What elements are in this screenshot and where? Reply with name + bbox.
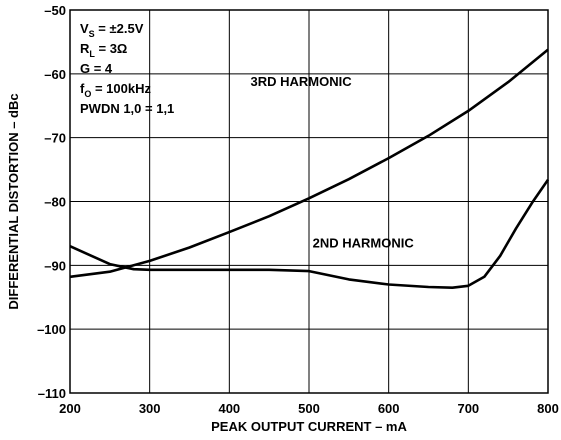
x-tick-labels: 200 300 400 500 600 700 800 <box>59 401 559 416</box>
condition-line: G = 4 <box>80 61 113 76</box>
y-tick-label: –60 <box>44 67 66 82</box>
y-tick-label: –50 <box>44 3 66 18</box>
grid <box>70 10 548 393</box>
y-axis-label: DIFFERENTIAL DISTORTION – dBc <box>6 93 21 309</box>
series-lines <box>69 48 550 289</box>
axes-frame <box>69 9 549 394</box>
condition-line: VS = ±2.5V <box>80 21 144 39</box>
x-tick-label: 800 <box>537 401 559 416</box>
x-tick-label: 300 <box>139 401 161 416</box>
y-tick-label: –100 <box>37 322 66 337</box>
x-tick-label: 200 <box>59 401 81 416</box>
x-tick-label: 600 <box>378 401 400 416</box>
annotations: 3RD HARMONIC 2ND HARMONIC VS = ±2.5V RL = 3… <box>80 21 414 250</box>
y-tick-labels: –50 –60 –70 –80 –90 –100 –110 <box>37 3 66 401</box>
plot-frame <box>69 9 549 394</box>
x-tick-label: 400 <box>218 401 240 416</box>
y-tick-label: –90 <box>44 258 66 273</box>
series-label-2nd-harmonic: 2ND HARMONIC <box>313 235 415 250</box>
y-tick-label: –70 <box>44 131 66 146</box>
x-tick-label: 700 <box>457 401 479 416</box>
condition-line: RL = 3Ω <box>80 41 127 59</box>
series-line-3rd-harmonic <box>69 48 549 279</box>
y-tick-label: –80 <box>44 195 66 210</box>
condition-line: fO = 100kHz <box>80 81 151 99</box>
x-axis-label: PEAK OUTPUT CURRENT – mA <box>211 419 407 434</box>
condition-line: PWDN 1,0 = 1,1 <box>80 101 174 116</box>
series-label-3rd-harmonic: 3RD HARMONIC <box>250 74 352 89</box>
series-line-2nd-harmonic <box>69 179 550 289</box>
x-tick-label: 500 <box>298 401 320 416</box>
y-tick-label: –110 <box>38 386 66 401</box>
